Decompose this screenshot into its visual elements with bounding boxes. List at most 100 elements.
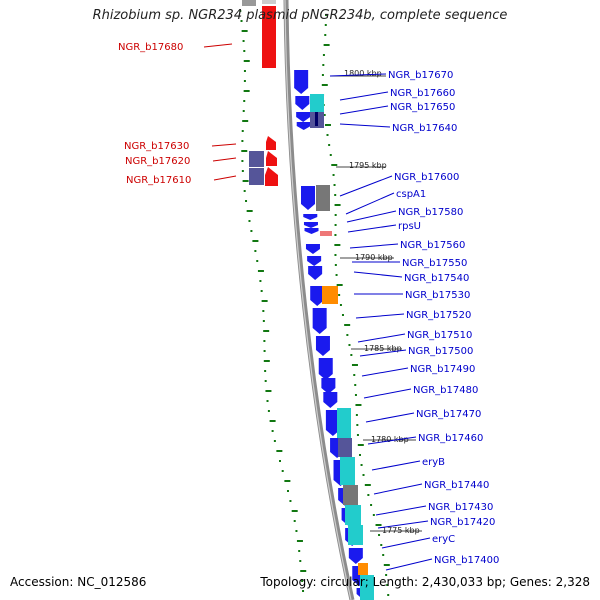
label-NGR_b17630[interactable]: NGR_b17630 bbox=[124, 141, 189, 152]
gc-dot bbox=[242, 180, 249, 182]
label-NGR_b17540[interactable]: NGR_b17540 bbox=[404, 273, 469, 284]
label-NGR_b17490[interactable]: NGR_b17490 bbox=[410, 364, 475, 375]
label-NGR_b17520[interactable]: NGR_b17520 bbox=[406, 310, 471, 321]
page-title: Rhizobium sp. NGR234 plasmid pNGR234b, c… bbox=[92, 8, 508, 23]
leader-line bbox=[203, 43, 233, 48]
label-NGR_b17510[interactable]: NGR_b17510 bbox=[407, 330, 472, 341]
gc-dot bbox=[322, 64, 325, 66]
gene-arrow-forward[interactable] bbox=[305, 244, 320, 254]
gc-dot bbox=[346, 334, 349, 336]
label-NGR_b17640[interactable]: NGR_b17640 bbox=[392, 123, 457, 134]
accession-label: Accession: NC_012586 bbox=[10, 575, 147, 589]
gene-arrow-forward[interactable] bbox=[304, 228, 319, 234]
gc-dot bbox=[334, 244, 341, 246]
leader-line bbox=[347, 224, 397, 233]
label-NGR_b17670[interactable]: NGR_b17670 bbox=[388, 70, 453, 81]
label-NGR_b17560[interactable]: NGR_b17560 bbox=[400, 240, 465, 251]
gene-arrow-forward[interactable] bbox=[310, 286, 325, 306]
gene-arrow-forward[interactable] bbox=[325, 410, 340, 436]
gc-dot bbox=[334, 214, 337, 216]
gc-dot bbox=[324, 24, 327, 26]
gene-arrow-forward[interactable] bbox=[303, 222, 318, 228]
gene-arrow-forward[interactable] bbox=[315, 336, 330, 356]
gene-arrow-NGR_b17680[interactable] bbox=[262, 6, 276, 68]
gene-arrow-forward[interactable] bbox=[312, 308, 327, 334]
gene-arrow-forward[interactable] bbox=[348, 548, 363, 564]
gc-dot bbox=[246, 210, 253, 212]
label-cspA1[interactable]: cspA1 bbox=[396, 189, 426, 200]
gc-dot bbox=[252, 240, 259, 242]
gene-arrow-forward[interactable] bbox=[318, 358, 333, 380]
gene-arrow-forward[interactable] bbox=[296, 112, 311, 122]
gc-dot bbox=[339, 304, 342, 306]
gc-dot bbox=[276, 450, 283, 452]
gene-arrow-forward[interactable] bbox=[321, 378, 336, 394]
gc-dot bbox=[256, 260, 259, 262]
gene-arrow-forward[interactable] bbox=[296, 122, 311, 130]
label-NGR_b17660[interactable]: NGR_b17660 bbox=[390, 88, 455, 99]
label-NGR_b17680[interactable]: NGR_b17680 bbox=[118, 42, 183, 53]
gc-dot bbox=[239, 10, 242, 12]
label-NGR_b17420[interactable]: NGR_b17420 bbox=[430, 517, 495, 528]
kbp-label-1780: 1780 kbp bbox=[371, 435, 409, 444]
gene-arrow-forward[interactable] bbox=[295, 96, 310, 110]
gene-arrow-NGR_b17630[interactable] bbox=[266, 136, 276, 150]
label-eryC[interactable]: eryC bbox=[432, 534, 455, 545]
leader-line bbox=[211, 143, 237, 147]
gene-arrow-forward[interactable] bbox=[294, 70, 309, 94]
gc-dot bbox=[354, 384, 357, 386]
gene-arrow-forward[interactable] bbox=[308, 266, 323, 280]
label-eryB[interactable]: eryB bbox=[422, 457, 445, 468]
gc-dot bbox=[357, 444, 364, 446]
label-NGR_b17430[interactable]: NGR_b17430 bbox=[428, 502, 493, 513]
gc-dot bbox=[335, 274, 338, 276]
gc-dot bbox=[334, 194, 337, 196]
label-NGR_b17600[interactable]: NGR_b17600 bbox=[394, 172, 459, 183]
gc-dot bbox=[243, 90, 250, 92]
leader-line bbox=[213, 175, 237, 181]
block-cyan-b17660 bbox=[310, 94, 324, 112]
leader-line bbox=[375, 505, 427, 516]
label-NGR_b17610[interactable]: NGR_b17610 bbox=[126, 175, 191, 186]
label-NGR_b17530[interactable]: NGR_b17530 bbox=[405, 290, 470, 301]
label-NGR_b17400[interactable]: NGR_b17400 bbox=[434, 555, 499, 566]
label-NGR_b17650[interactable]: NGR_b17650 bbox=[390, 102, 455, 113]
label-NGR_b17470[interactable]: NGR_b17470 bbox=[416, 409, 481, 420]
gc-dot bbox=[257, 270, 264, 272]
gc-dot bbox=[296, 540, 303, 542]
gc-dot bbox=[242, 110, 245, 112]
label-NGR_b17440[interactable]: NGR_b17440 bbox=[424, 480, 489, 491]
gene-arrow-NGR_b17620[interactable] bbox=[266, 151, 277, 166]
gc-dot bbox=[289, 500, 292, 502]
gc-dot bbox=[267, 410, 270, 412]
label-NGR_b17500[interactable]: NGR_b17500 bbox=[408, 346, 473, 357]
leader-line bbox=[363, 388, 412, 399]
label-NGR_b17550[interactable]: NGR_b17550 bbox=[402, 258, 467, 269]
gc-dot bbox=[302, 590, 305, 592]
forward-gene-labels: NGR_b17670 NGR_b17660 NGR_b17650 NGR_b17640… bbox=[388, 70, 499, 566]
gene-arrow-NGR_b17610[interactable] bbox=[265, 167, 278, 186]
gc-dot bbox=[241, 170, 244, 172]
block-cyan-b17430 bbox=[345, 505, 361, 525]
label-NGR_b17620[interactable]: NGR_b17620 bbox=[125, 156, 190, 167]
gc-dot bbox=[243, 100, 246, 102]
gc-dot bbox=[329, 154, 332, 156]
gc-dot bbox=[260, 290, 263, 292]
gene-arrow-forward[interactable] bbox=[303, 214, 318, 220]
gc-dot bbox=[322, 54, 325, 56]
gc-dot bbox=[263, 330, 270, 332]
label-NGR_b17580[interactable]: NGR_b17580 bbox=[398, 207, 463, 218]
gc-dot bbox=[278, 460, 281, 462]
gc-dot bbox=[328, 144, 331, 146]
label-rpsU[interactable]: rpsU bbox=[398, 221, 421, 232]
gene-arrow-forward[interactable] bbox=[307, 256, 322, 266]
leader-line bbox=[349, 243, 399, 249]
label-NGR_b17460[interactable]: NGR_b17460 bbox=[418, 433, 483, 444]
gc-dot bbox=[334, 224, 337, 226]
gc-dot bbox=[243, 70, 246, 72]
gene-arrow-forward[interactable] bbox=[323, 392, 338, 408]
gene-arrow-forward[interactable] bbox=[301, 186, 316, 210]
label-NGR_b17480[interactable]: NGR_b17480 bbox=[413, 385, 478, 396]
gc-skew-dots bbox=[239, 10, 390, 596]
